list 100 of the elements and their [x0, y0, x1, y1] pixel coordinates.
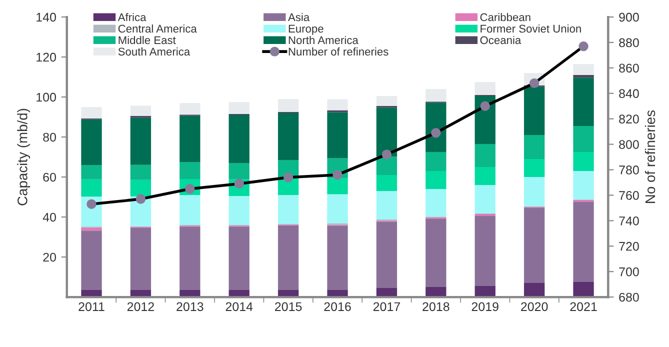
- y2-axis-title: No of refineries: [644, 110, 656, 203]
- x-tick-label: 2019: [472, 302, 498, 312]
- y2-tick-label: 680: [619, 292, 639, 302]
- legend-label: Former Soviet Union: [480, 24, 581, 33]
- bar: [130, 106, 152, 116]
- bar: [376, 108, 398, 157]
- x-tick-label: 2011: [78, 302, 104, 312]
- x-tick-label: 2014: [226, 302, 253, 312]
- bar: [426, 171, 446, 190]
- legend-label: South America: [118, 47, 190, 56]
- bar: [228, 226, 250, 290]
- bar: [474, 185, 496, 214]
- y-tick-label: 140: [36, 12, 56, 22]
- x-tick-label: 2018: [422, 302, 450, 312]
- x-tick-label: 2016: [324, 302, 351, 312]
- bar: [426, 218, 446, 288]
- bar: [81, 230, 102, 290]
- bar: [524, 86, 545, 136]
- bar: [81, 179, 102, 197]
- y2-tick-label: 840: [619, 89, 639, 98]
- bar: [376, 175, 398, 192]
- y2-tick-label: 760: [619, 191, 639, 200]
- x-tick-label: 2013: [176, 302, 204, 312]
- legend-label: Oceania: [480, 36, 522, 44]
- bar: [426, 189, 446, 217]
- bar: [81, 107, 102, 118]
- y-tick-label: 40: [42, 212, 56, 222]
- legend-label: Europe: [288, 24, 324, 35]
- bar: [327, 226, 348, 290]
- y-tick-label: 60: [43, 172, 56, 182]
- y-tick-label: 120: [36, 52, 56, 62]
- legend-label: Number of refineries: [288, 47, 388, 56]
- bar: [376, 191, 398, 220]
- bar: [130, 228, 152, 290]
- bar: [573, 152, 594, 172]
- bar: [228, 115, 250, 164]
- bar: [228, 102, 250, 114]
- bar: [573, 171, 594, 200]
- y2-tick-label: 780: [619, 166, 639, 174]
- x-tick-label: 2012: [127, 302, 154, 312]
- legend-label: Middle East: [118, 36, 176, 44]
- bar: [573, 64, 594, 76]
- bar: [180, 162, 200, 180]
- bar: [228, 196, 250, 226]
- bar: [81, 165, 102, 180]
- bar: [130, 118, 152, 165]
- y2-tick-label: 740: [619, 216, 639, 226]
- bar: [327, 99, 348, 110]
- bar: [81, 119, 102, 166]
- bar: [573, 126, 594, 152]
- bar: [524, 208, 545, 283]
- bar: [524, 177, 545, 206]
- bar: [278, 99, 299, 112]
- x-tick-label: 2017: [373, 302, 400, 312]
- y2-tick-label: 820: [619, 114, 639, 124]
- bar: [180, 103, 200, 115]
- x-tick-label: 2020: [521, 302, 548, 312]
- y2-tick-label: 800: [619, 140, 639, 149]
- y2-tick-label: 720: [619, 242, 639, 251]
- bar: [376, 222, 398, 288]
- bar: [474, 286, 496, 298]
- legend-label: Africa: [118, 13, 146, 22]
- bar: [524, 135, 545, 160]
- x-tick-label: 2015: [275, 302, 302, 312]
- bar: [180, 226, 200, 290]
- bar: [180, 195, 200, 226]
- bar: [573, 202, 594, 282]
- y-tick-label: 100: [36, 92, 56, 102]
- bar: [278, 113, 299, 160]
- bar: [130, 164, 152, 180]
- bar: [278, 225, 299, 290]
- legend-label: Asia: [288, 13, 310, 22]
- bar: [81, 228, 102, 231]
- y-tick-label: 20: [43, 252, 56, 262]
- bar: [426, 89, 446, 102]
- legend-label: North America: [288, 36, 358, 44]
- bar: [474, 144, 496, 168]
- bar: [327, 194, 348, 224]
- y2-tick-label: 860: [619, 64, 639, 73]
- y2-tick-label: 900: [619, 12, 639, 22]
- bar: [376, 96, 398, 106]
- bar: [524, 159, 545, 178]
- bar: [474, 167, 496, 186]
- bar: [180, 116, 200, 162]
- bar: [573, 78, 594, 126]
- y-tick-label: 80: [43, 132, 56, 142]
- bar: [130, 180, 152, 196]
- bar: [426, 152, 446, 172]
- bar: [327, 178, 348, 194]
- bar: [474, 216, 496, 286]
- bar: [228, 163, 250, 180]
- y2-tick-label: 700: [619, 267, 639, 276]
- bar: [327, 112, 348, 158]
- bar: [524, 282, 545, 298]
- x-tick-label: 2021: [570, 302, 597, 312]
- legend-label: Central America: [118, 24, 197, 33]
- bar: [573, 282, 594, 298]
- bar: [376, 156, 398, 176]
- y-axis-title: Capacity (mb/d): [17, 108, 30, 206]
- bar: [474, 82, 496, 96]
